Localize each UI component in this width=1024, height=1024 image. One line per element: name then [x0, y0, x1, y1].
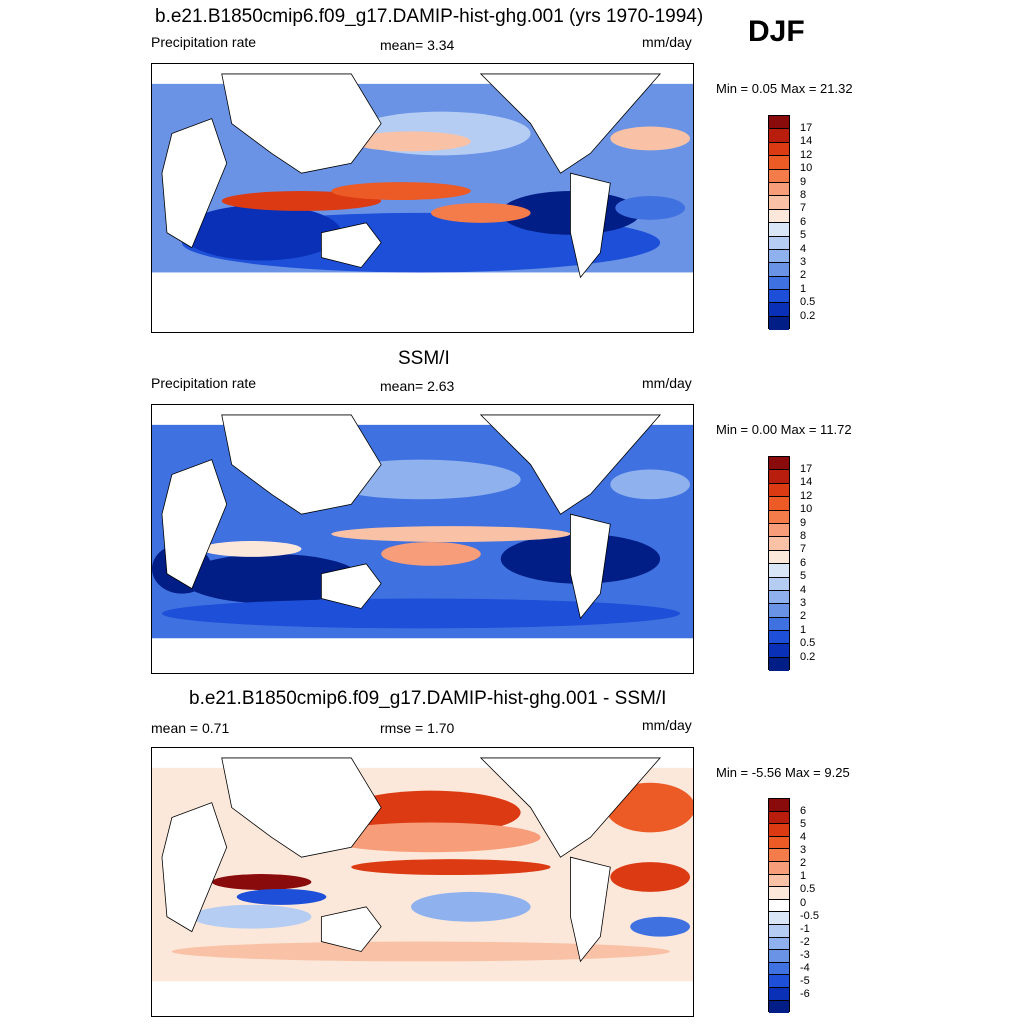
panel-2-colorbar-tick: 0.2 — [800, 651, 816, 663]
panel-1-colorbar-tick: 9 — [800, 176, 807, 188]
panel-3-colorbar-tick: 3 — [800, 844, 807, 856]
season-label: DJF — [748, 15, 805, 48]
panel-3-colorbar-tick: -6 — [800, 988, 810, 1000]
panel-1-colorbar-tick: 0.2 — [800, 310, 816, 322]
panel-3-colorbar-tick: -0.5 — [800, 910, 819, 922]
panel-3-colorbar — [768, 798, 790, 1014]
panel-2-variable-label: Precipitation rate — [151, 375, 257, 391]
panel-2-colorbar-tick: 1 — [800, 624, 807, 636]
panel-3-colorbar-tick: 0 — [800, 897, 807, 909]
panel-2-colorbar-tick: 14 — [800, 476, 813, 488]
panel-1-colorbar — [768, 115, 790, 331]
panel-1-colorbar-tick: 6 — [800, 216, 807, 228]
panel-2-colorbar-tick: 3 — [800, 597, 807, 609]
panel-3-colorbar-tick: 5 — [800, 818, 807, 830]
panel-2-colorbar-tick: 17 — [800, 463, 813, 475]
panel-1-colorbar-tick: 3 — [800, 256, 807, 268]
panel-1-colorbar-tick: 17 — [800, 122, 813, 134]
panel-3-colorbar-tick: 2 — [800, 857, 807, 869]
panel-3-title: b.e21.B1850cmip6.f09_g17.DAMIP-hist-ghg.… — [189, 688, 667, 709]
panel-2-title: SSM/I — [398, 348, 450, 369]
panel-3-rmse-label: rmse = 1.70 — [380, 720, 455, 736]
panel-3-colorbar-tick: 6 — [800, 805, 807, 817]
panel-1-colorbar-tick: 8 — [800, 189, 807, 201]
panel-2-map — [151, 404, 694, 674]
panel-3-mean-label: mean = 0.71 — [151, 720, 230, 736]
panel-1-minmax-label: Min = 0.05 Max = 21.32 — [716, 81, 853, 96]
panel-2-colorbar-tick: 5 — [800, 570, 807, 582]
panel-1-colorbar-tick: 5 — [800, 229, 807, 241]
panel-2-colorbar-tick: 12 — [800, 490, 813, 502]
panel-3-map — [151, 747, 694, 1017]
panel-2-colorbar — [768, 456, 790, 672]
panel-1-variable-label: Precipitation rate — [151, 34, 257, 50]
panel-3-units-label: mm/day — [642, 717, 692, 733]
panel-3-colorbar-tick: -1 — [800, 923, 810, 935]
panel-3-colorbar-tick: -4 — [800, 962, 810, 974]
panel-1-colorbar-tick: 12 — [800, 149, 813, 161]
panel-3-colorbar-tick: -3 — [800, 949, 810, 961]
panel-3-minmax-label: Min = -5.56 Max = 9.25 — [716, 765, 850, 780]
panel-2-colorbar-tick: 4 — [800, 584, 807, 596]
panel-2-colorbar-tick: 0.5 — [800, 637, 816, 649]
panel-1-colorbar-tick: 7 — [800, 202, 807, 214]
panel-2-colorbar-tick: 6 — [800, 557, 807, 569]
panel-3-colorbar-tick: -2 — [800, 936, 810, 948]
panel-2-colorbar-tick: 9 — [800, 517, 807, 529]
panel-1-colorbar-tick: 4 — [800, 243, 807, 255]
panel-3-colorbar-tick: 0.5 — [800, 883, 816, 895]
panel-1-title: b.e21.B1850cmip6.f09_g17.DAMIP-hist-ghg.… — [155, 6, 704, 27]
panel-1-colorbar-tick: 2 — [800, 269, 807, 281]
panel-3-colorbar-tick: -5 — [800, 975, 810, 987]
panel-1-map — [151, 63, 694, 333]
panel-3-colorbar-tick: 4 — [800, 831, 807, 843]
panel-1-colorbar-tick: 0.5 — [800, 296, 816, 308]
panel-1-colorbar-tick: 14 — [800, 135, 813, 147]
panel-1-mean-label: mean= 3.34 — [380, 37, 455, 53]
panel-1-colorbar-tick: 10 — [800, 162, 813, 174]
panel-1-colorbar-tick: 1 — [800, 283, 807, 295]
panel-2-colorbar-tick: 8 — [800, 530, 807, 542]
panel-2-minmax-label: Min = 0.00 Max = 11.72 — [716, 422, 852, 437]
panel-1-units-label: mm/day — [642, 34, 692, 50]
panel-2-units-label: mm/day — [642, 375, 692, 391]
panel-2-colorbar-tick: 7 — [800, 543, 807, 555]
panel-2-colorbar-tick: 10 — [800, 503, 813, 515]
panel-2-mean-label: mean= 2.63 — [380, 378, 455, 394]
panel-2-colorbar-tick: 2 — [800, 610, 807, 622]
panel-3-colorbar-tick: 1 — [800, 870, 807, 882]
